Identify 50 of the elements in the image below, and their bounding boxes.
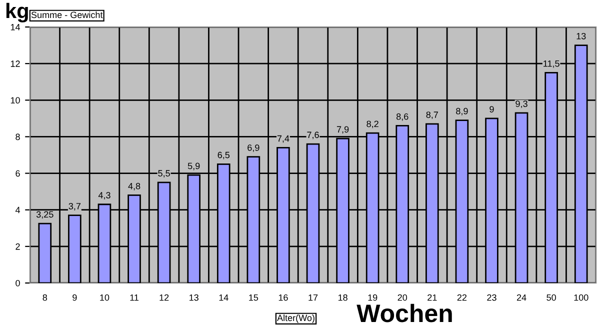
x-tick-label: 9 (72, 294, 77, 301)
y-tick-label: 12 (10, 60, 20, 67)
data-label: 13 (576, 32, 586, 40)
x-tick-label: 22 (457, 294, 467, 301)
x-tick-label: 50 (546, 294, 556, 301)
x-tick-label: 10 (100, 294, 110, 301)
data-label: 4,3 (98, 192, 110, 200)
x-tick-label: 8 (42, 294, 48, 301)
data-label: 3,7 (68, 203, 81, 210)
y-axis-title: kg (6, 2, 28, 22)
text: Wochen (356, 304, 452, 322)
x-tick-label: 19 (368, 294, 378, 301)
x-tick-label: 15 (249, 294, 258, 301)
y-tick-label: 2 (16, 243, 20, 250)
x-tick-label: 20 (398, 294, 408, 301)
chart-title: Summe - Gewicht (31, 11, 103, 18)
data-label: 5,5 (158, 170, 170, 178)
x-tick-label: 13 (190, 294, 198, 301)
data-label: 8,6 (396, 113, 408, 121)
x-tick-label: 16 (278, 294, 288, 301)
x-tick-label: 100 (574, 294, 588, 301)
data-label: 9,3 (516, 100, 528, 108)
data-label: 4,8 (128, 182, 140, 190)
data-label: 6,9 (248, 144, 260, 152)
data-label: 11,5 (544, 60, 560, 68)
y-tick-label: 0 (16, 280, 20, 286)
x-axis-title: Alter(Wo) (277, 314, 314, 323)
data-label: 3,25 (36, 211, 54, 219)
x-tick-label: 12 (160, 294, 169, 301)
y-tick-label: 10 (10, 97, 20, 104)
data-label: 8,7 (426, 112, 438, 120)
x-tick-label: 21 (428, 294, 437, 301)
data-label: 7,4 (277, 135, 290, 143)
y-tick-label: 4 (15, 206, 20, 214)
y-tick-label: 6 (16, 170, 20, 177)
x-tick-label: 17 (308, 294, 318, 301)
data-label: 7,6 (307, 132, 319, 140)
data-label: 7,9 (336, 126, 349, 134)
x-tick-label: 14 (219, 294, 228, 301)
x-tick-label: 24 (516, 294, 526, 301)
data-label: 9 (490, 106, 494, 112)
x-tick-label: 11 (130, 294, 139, 301)
x-tick-label: 18 (338, 294, 348, 301)
data-label: 8,2 (366, 120, 378, 128)
data-label: 8,9 (456, 108, 468, 116)
y-tick-label: 8 (16, 134, 20, 140)
y-tick-label: 14 (10, 24, 20, 30)
x-tick-label: 23 (487, 294, 496, 301)
data-label: 6,5 (218, 152, 230, 160)
data-label: 5,9 (188, 162, 200, 170)
